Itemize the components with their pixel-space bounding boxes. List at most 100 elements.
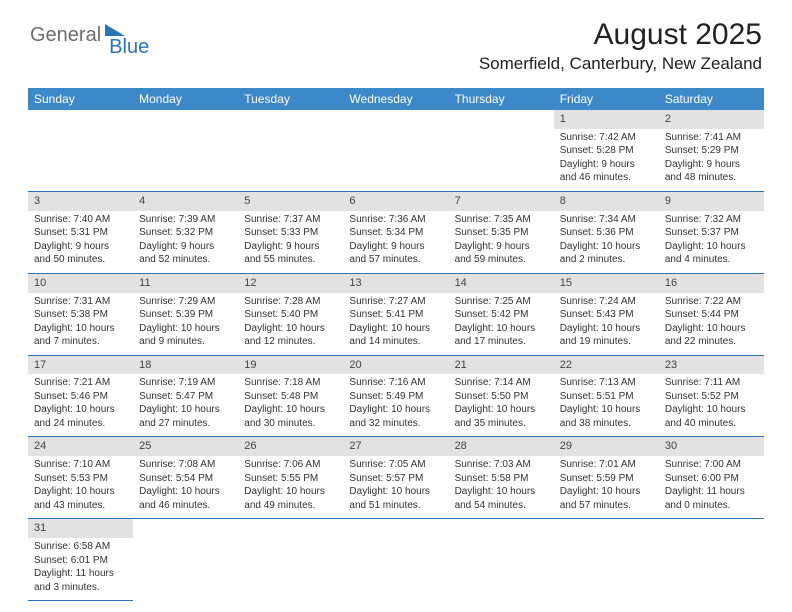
sunrise-line: Sunrise: 7:05 AM [349, 458, 442, 472]
day-content: Sunrise: 7:40 AMSunset: 5:31 PMDaylight:… [28, 211, 133, 273]
sunrise-line: Sunrise: 7:01 AM [560, 458, 653, 472]
daylight-line: Daylight: 10 hours and 2 minutes. [560, 240, 653, 267]
sunrise-line: Sunrise: 7:42 AM [560, 131, 653, 145]
day-number: 14 [449, 274, 554, 293]
day-number: 17 [28, 356, 133, 375]
daylight-line: Daylight: 10 hours and 32 minutes. [349, 403, 442, 430]
sunrise-line: Sunrise: 7:34 AM [560, 213, 653, 227]
day-content: Sunrise: 7:27 AMSunset: 5:41 PMDaylight:… [343, 293, 448, 355]
calendar-day-cell: 6Sunrise: 7:36 AMSunset: 5:34 PMDaylight… [343, 191, 448, 273]
sunrise-line: Sunrise: 7:29 AM [139, 295, 232, 309]
daylight-line: Daylight: 10 hours and 40 minutes. [665, 403, 758, 430]
day-content-empty [343, 538, 448, 590]
day-content: Sunrise: 7:19 AMSunset: 5:47 PMDaylight:… [133, 374, 238, 436]
day-content-empty [659, 538, 764, 590]
calendar-day-cell: 4Sunrise: 7:39 AMSunset: 5:32 PMDaylight… [133, 191, 238, 273]
calendar-day-cell: 12Sunrise: 7:28 AMSunset: 5:40 PMDayligh… [238, 273, 343, 355]
day-number: 8 [554, 192, 659, 211]
day-number: 13 [343, 274, 448, 293]
daylight-line: Daylight: 10 hours and 54 minutes. [455, 485, 548, 512]
calendar-day-cell: 22Sunrise: 7:13 AMSunset: 5:51 PMDayligh… [554, 355, 659, 437]
daylight-line: Daylight: 10 hours and 30 minutes. [244, 403, 337, 430]
calendar-day-cell [343, 110, 448, 191]
calendar-day-cell [343, 519, 448, 601]
sunrise-line: Sunrise: 7:37 AM [244, 213, 337, 227]
day-number: 1 [554, 110, 659, 129]
day-number: 27 [343, 437, 448, 456]
day-number-empty [343, 110, 448, 129]
daylight-line: Daylight: 10 hours and 4 minutes. [665, 240, 758, 267]
sunset-line: Sunset: 6:00 PM [665, 472, 758, 486]
calendar-day-cell: 2Sunrise: 7:41 AMSunset: 5:29 PMDaylight… [659, 110, 764, 191]
weekday-header: Saturday [659, 88, 764, 110]
calendar-week-row: 31Sunrise: 6:58 AMSunset: 6:01 PMDayligh… [28, 519, 764, 601]
sunrise-line: Sunrise: 7:10 AM [34, 458, 127, 472]
sunset-line: Sunset: 5:28 PM [560, 144, 653, 158]
day-number: 16 [659, 274, 764, 293]
day-number-empty [659, 519, 764, 538]
sunset-line: Sunset: 5:49 PM [349, 390, 442, 404]
day-number-empty [238, 110, 343, 129]
calendar-day-cell: 23Sunrise: 7:11 AMSunset: 5:52 PMDayligh… [659, 355, 764, 437]
daylight-line: Daylight: 10 hours and 19 minutes. [560, 322, 653, 349]
daylight-line: Daylight: 10 hours and 35 minutes. [455, 403, 548, 430]
day-content: Sunrise: 7:06 AMSunset: 5:55 PMDaylight:… [238, 456, 343, 518]
weekday-header: Sunday [28, 88, 133, 110]
sunrise-line: Sunrise: 7:28 AM [244, 295, 337, 309]
sunset-line: Sunset: 5:48 PM [244, 390, 337, 404]
day-content: Sunrise: 7:42 AMSunset: 5:28 PMDaylight:… [554, 129, 659, 191]
day-number-empty [343, 519, 448, 538]
day-number: 20 [343, 356, 448, 375]
calendar-day-cell: 26Sunrise: 7:06 AMSunset: 5:55 PMDayligh… [238, 437, 343, 519]
calendar-day-cell: 18Sunrise: 7:19 AMSunset: 5:47 PMDayligh… [133, 355, 238, 437]
daylight-line: Daylight: 11 hours and 3 minutes. [34, 567, 127, 594]
day-content-empty [238, 129, 343, 181]
sunset-line: Sunset: 5:29 PM [665, 144, 758, 158]
day-content: Sunrise: 7:14 AMSunset: 5:50 PMDaylight:… [449, 374, 554, 436]
calendar-day-cell: 31Sunrise: 6:58 AMSunset: 6:01 PMDayligh… [28, 519, 133, 601]
daylight-line: Daylight: 10 hours and 43 minutes. [34, 485, 127, 512]
day-content: Sunrise: 7:05 AMSunset: 5:57 PMDaylight:… [343, 456, 448, 518]
sunset-line: Sunset: 5:37 PM [665, 226, 758, 240]
weekday-header: Monday [133, 88, 238, 110]
day-number: 25 [133, 437, 238, 456]
day-content-empty [133, 129, 238, 181]
daylight-line: Daylight: 10 hours and 38 minutes. [560, 403, 653, 430]
calendar-week-row: 17Sunrise: 7:21 AMSunset: 5:46 PMDayligh… [28, 355, 764, 437]
day-number: 22 [554, 356, 659, 375]
sunset-line: Sunset: 5:36 PM [560, 226, 653, 240]
day-content: Sunrise: 7:01 AMSunset: 5:59 PMDaylight:… [554, 456, 659, 518]
day-number: 7 [449, 192, 554, 211]
day-content: Sunrise: 7:24 AMSunset: 5:43 PMDaylight:… [554, 293, 659, 355]
sunset-line: Sunset: 5:33 PM [244, 226, 337, 240]
calendar-table: SundayMondayTuesdayWednesdayThursdayFrid… [28, 88, 764, 601]
weekday-header-row: SundayMondayTuesdayWednesdayThursdayFrid… [28, 88, 764, 110]
daylight-line: Daylight: 11 hours and 0 minutes. [665, 485, 758, 512]
calendar-day-cell: 27Sunrise: 7:05 AMSunset: 5:57 PMDayligh… [343, 437, 448, 519]
calendar-day-cell [554, 519, 659, 601]
sunrise-line: Sunrise: 7:18 AM [244, 376, 337, 390]
sunrise-line: Sunrise: 7:11 AM [665, 376, 758, 390]
daylight-line: Daylight: 10 hours and 27 minutes. [139, 403, 232, 430]
day-number: 12 [238, 274, 343, 293]
calendar-day-cell [659, 519, 764, 601]
daylight-line: Daylight: 9 hours and 57 minutes. [349, 240, 442, 267]
day-content: Sunrise: 7:35 AMSunset: 5:35 PMDaylight:… [449, 211, 554, 273]
calendar-day-cell [238, 110, 343, 191]
calendar-week-row: 10Sunrise: 7:31 AMSunset: 5:38 PMDayligh… [28, 273, 764, 355]
day-content: Sunrise: 7:21 AMSunset: 5:46 PMDaylight:… [28, 374, 133, 436]
day-number-empty [238, 519, 343, 538]
day-content: Sunrise: 6:58 AMSunset: 6:01 PMDaylight:… [28, 538, 133, 600]
day-number: 28 [449, 437, 554, 456]
day-number: 2 [659, 110, 764, 129]
calendar-day-cell: 11Sunrise: 7:29 AMSunset: 5:39 PMDayligh… [133, 273, 238, 355]
daylight-line: Daylight: 9 hours and 50 minutes. [34, 240, 127, 267]
sunrise-line: Sunrise: 7:22 AM [665, 295, 758, 309]
sunrise-line: Sunrise: 7:39 AM [139, 213, 232, 227]
day-number: 10 [28, 274, 133, 293]
day-content: Sunrise: 7:32 AMSunset: 5:37 PMDaylight:… [659, 211, 764, 273]
sunrise-line: Sunrise: 7:31 AM [34, 295, 127, 309]
sunrise-line: Sunrise: 7:13 AM [560, 376, 653, 390]
calendar-day-cell: 1Sunrise: 7:42 AMSunset: 5:28 PMDaylight… [554, 110, 659, 191]
calendar-day-cell: 28Sunrise: 7:03 AMSunset: 5:58 PMDayligh… [449, 437, 554, 519]
